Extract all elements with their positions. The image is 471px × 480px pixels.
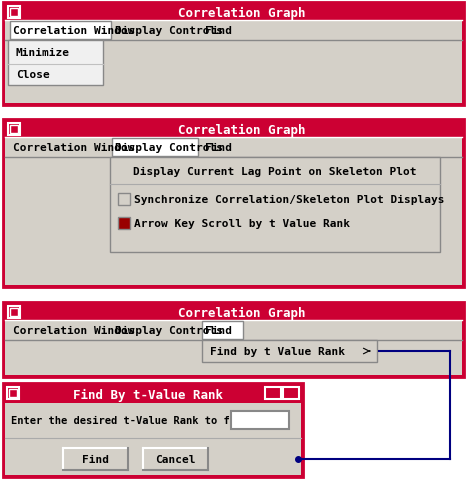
Bar — [231, 411, 289, 429]
Text: Correlation Graph: Correlation Graph — [178, 123, 305, 136]
Text: Correlation Window: Correlation Window — [13, 26, 135, 36]
Bar — [10, 22, 111, 40]
Bar — [8, 41, 103, 86]
Bar — [5, 21, 462, 104]
Bar — [112, 139, 198, 156]
Bar — [202, 321, 243, 339]
Bar — [5, 138, 462, 157]
Text: Enter the desired t-Value Rank to find:: Enter the desired t-Value Rank to find: — [11, 415, 255, 425]
Bar — [5, 122, 462, 138]
Bar — [63, 448, 128, 470]
Text: Cancel: Cancel — [155, 454, 196, 464]
Text: Display Current Lag Point on Skeleton Plot: Display Current Lag Point on Skeleton Pl… — [133, 167, 417, 177]
Text: Arrow Key Scroll by t Value Rank: Arrow Key Scroll by t Value Rank — [134, 218, 350, 228]
Text: Display Controls: Display Controls — [115, 26, 223, 36]
Bar — [265, 387, 281, 399]
Text: Find: Find — [205, 325, 232, 336]
Bar — [10, 9, 18, 17]
Bar — [10, 308, 18, 316]
Bar — [5, 304, 462, 320]
Text: Correlation Graph: Correlation Graph — [178, 306, 305, 319]
Text: Display Controls: Display Controls — [115, 143, 223, 153]
Text: Close: Close — [16, 70, 50, 80]
Bar — [5, 385, 301, 403]
Bar — [5, 21, 462, 41]
Text: Correlation Graph: Correlation Graph — [178, 6, 305, 20]
Bar — [7, 387, 19, 399]
Bar — [3, 302, 464, 377]
Bar — [8, 124, 20, 136]
Bar — [110, 157, 440, 252]
Bar — [3, 383, 303, 477]
Text: Find by t Value Rank: Find by t Value Rank — [210, 346, 345, 356]
Text: Synchronize Correlation/Skeleton Plot Displays: Synchronize Correlation/Skeleton Plot Di… — [134, 194, 445, 204]
Bar — [118, 217, 130, 229]
Bar — [5, 138, 462, 286]
Text: Correlation Window: Correlation Window — [13, 325, 135, 336]
Bar — [5, 5, 462, 21]
Bar — [9, 389, 17, 397]
Bar — [202, 340, 377, 362]
Bar — [8, 7, 20, 19]
Bar — [5, 403, 301, 475]
Text: Find: Find — [82, 454, 109, 464]
Text: Correlation Window: Correlation Window — [13, 143, 135, 153]
Bar — [3, 3, 464, 106]
Bar — [118, 193, 130, 205]
Text: Find: Find — [205, 143, 232, 153]
Text: Find: Find — [205, 26, 232, 36]
Text: Find By t-Value Rank: Find By t-Value Rank — [73, 388, 223, 401]
Bar — [283, 387, 299, 399]
Text: Minimize: Minimize — [16, 48, 70, 58]
Text: Display Controls: Display Controls — [115, 325, 223, 336]
Bar — [8, 306, 20, 318]
Bar — [5, 320, 462, 340]
Bar — [5, 320, 462, 375]
Bar — [143, 448, 208, 470]
Bar — [3, 120, 464, 288]
Bar — [10, 126, 18, 134]
